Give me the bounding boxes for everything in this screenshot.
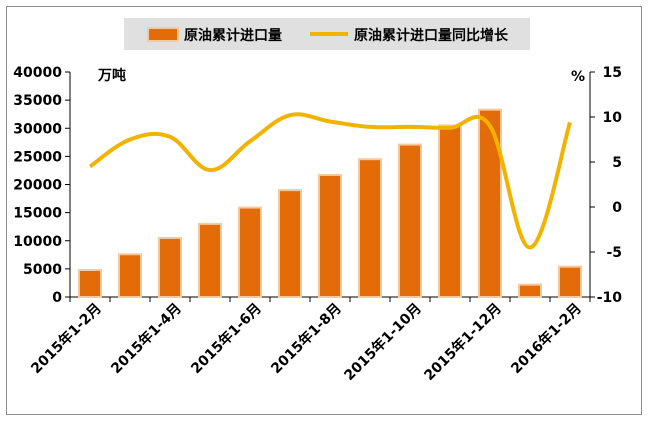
bar [118, 253, 142, 298]
growth-line [88, 112, 572, 250]
y-left-tick-label: 35000 [13, 93, 62, 109]
y-right-tick-label: 15 [603, 65, 622, 81]
y-left-tick-label: 30000 [13, 121, 62, 137]
x-ticks: 2015年1-2月 2015年1-4月 2015年1-6月 2015年1-8月2015… [28, 297, 591, 384]
x-tick-label: 2015年1-2月 [28, 300, 105, 377]
bar [318, 173, 342, 298]
bar [358, 158, 382, 298]
bar [438, 124, 462, 298]
bar [198, 222, 222, 298]
y-left-tick-label: 15000 [13, 206, 62, 222]
x-tick-label: 2016年1-2月 [508, 300, 585, 377]
legend-bar-swatch [147, 27, 179, 42]
x-tick-label: 2015年1-12月 [421, 300, 505, 384]
y-right-tick-label: 5 [612, 155, 622, 171]
bar [78, 269, 102, 298]
y-left-tick-label: 20000 [13, 178, 62, 194]
x-tick-label: 2015年1-8月 [268, 300, 345, 377]
bar [398, 143, 422, 298]
y-left-ticks: 0 5000 10000 15000 20000 25000 30000 35000 40000 [13, 65, 70, 306]
y-left-tick-label: 10000 [13, 234, 62, 250]
bar [558, 265, 582, 298]
bar [278, 189, 302, 298]
bar [518, 283, 542, 298]
x-tick-label: 2015年1-6月 [188, 300, 265, 377]
bar [478, 108, 502, 298]
y-right-tick-label: -5 [606, 245, 622, 261]
y-left-tick-label: 25000 [13, 149, 62, 165]
y-right-tick-label: 0 [612, 200, 622, 216]
y-right-ticks: -10 -5 0 5 10 15 [590, 65, 622, 306]
legend: 原油累计进口量 原油累计进口量同比增长 [124, 18, 530, 50]
legend-line-label: 原油累计进口量同比增长 [354, 27, 509, 44]
x-tick-label: 2015年1-10月 [341, 300, 425, 384]
y-left-tick-label: 5000 [23, 262, 62, 278]
legend-bar-label: 原油累计进口量 [184, 27, 282, 44]
y-right-unit: % [571, 69, 585, 85]
bar-series [78, 108, 582, 298]
x-tick-label: 2015年1-4月 [108, 300, 185, 377]
y-left-tick-label: 40000 [13, 65, 62, 81]
bar [238, 206, 262, 298]
y-right-tick-label: 10 [603, 110, 623, 126]
y-left-unit: 万吨 [97, 67, 126, 84]
y-right-tick-label: -10 [597, 290, 623, 306]
bar [158, 236, 182, 298]
y-left-tick-label: 0 [52, 290, 62, 306]
